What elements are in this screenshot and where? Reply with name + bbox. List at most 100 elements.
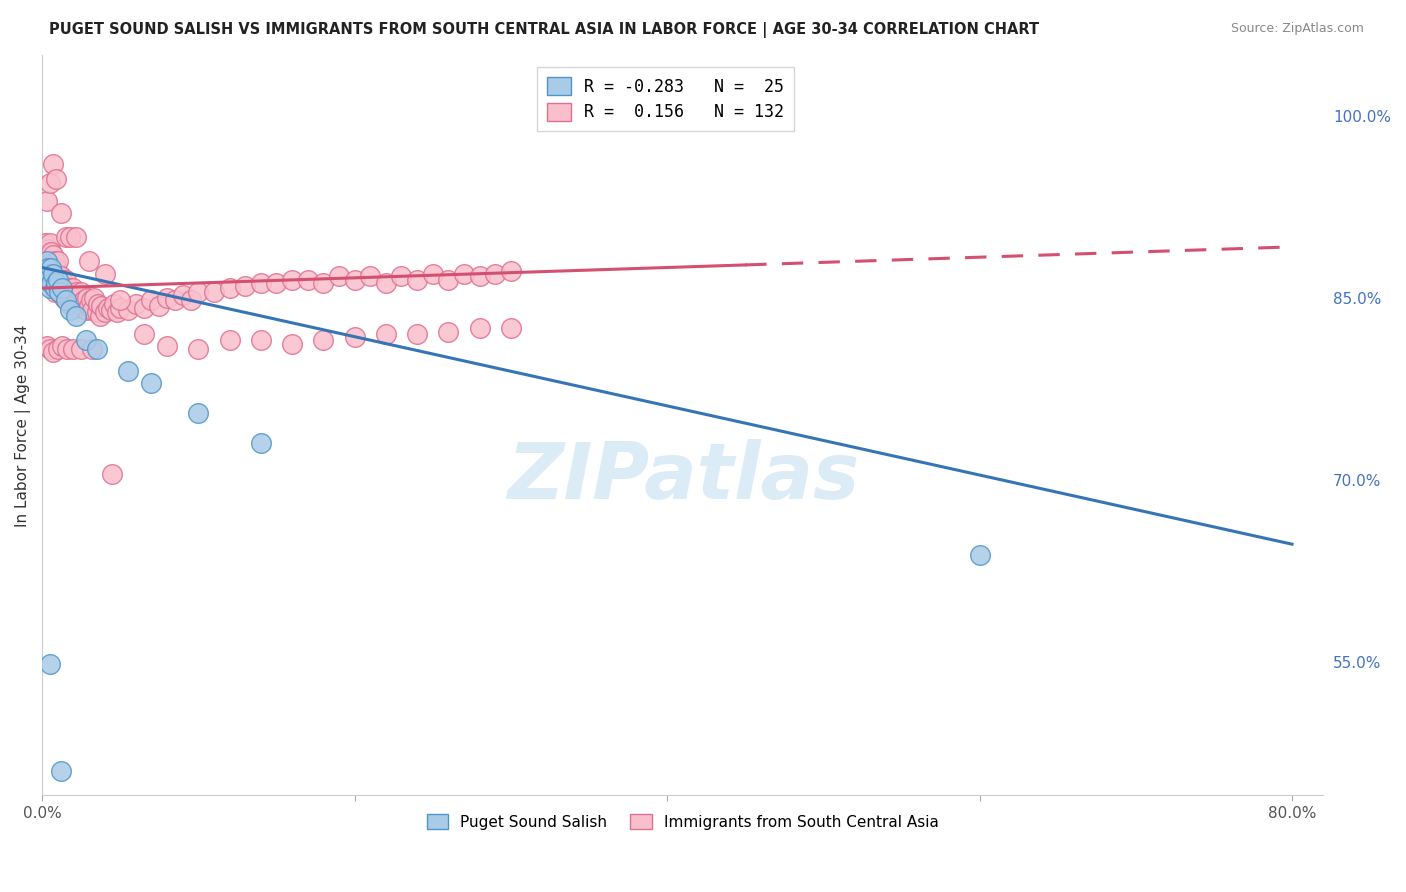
Y-axis label: In Labor Force | Age 30-34: In Labor Force | Age 30-34 xyxy=(15,324,31,526)
Point xyxy=(453,267,475,281)
Point xyxy=(468,268,491,283)
Point xyxy=(34,248,56,262)
Point xyxy=(39,244,62,259)
Point xyxy=(125,297,148,311)
Point xyxy=(77,299,100,313)
Point xyxy=(72,301,94,315)
Point xyxy=(51,285,73,299)
Point xyxy=(60,297,83,311)
Point xyxy=(468,321,491,335)
Point xyxy=(59,293,82,308)
Point xyxy=(44,285,66,299)
Point xyxy=(132,301,155,315)
Point xyxy=(45,260,67,275)
Point xyxy=(55,293,77,308)
Text: Source: ZipAtlas.com: Source: ZipAtlas.com xyxy=(1230,22,1364,36)
Point xyxy=(312,334,335,348)
Point xyxy=(56,281,79,295)
Point xyxy=(62,342,84,356)
Point xyxy=(46,273,69,287)
Point xyxy=(34,236,56,251)
Point xyxy=(437,273,460,287)
Point xyxy=(266,277,288,291)
Point xyxy=(39,267,62,281)
Point xyxy=(37,254,59,268)
Point xyxy=(48,273,70,287)
Point xyxy=(46,342,69,356)
Point xyxy=(41,244,63,259)
Point xyxy=(42,248,65,262)
Point xyxy=(75,334,97,348)
Point xyxy=(86,305,108,319)
Point xyxy=(86,342,108,356)
Point xyxy=(53,278,76,293)
Point xyxy=(97,301,120,315)
Point xyxy=(46,267,69,281)
Point xyxy=(44,254,66,268)
Point xyxy=(70,297,93,311)
Point xyxy=(202,285,225,299)
Point xyxy=(499,321,522,335)
Point xyxy=(110,301,132,315)
Point xyxy=(59,281,82,295)
Point xyxy=(49,206,72,220)
Point xyxy=(37,273,59,287)
Point xyxy=(105,305,128,319)
Point xyxy=(89,309,111,323)
Point xyxy=(35,267,58,281)
Point xyxy=(51,339,73,353)
Point xyxy=(93,305,115,319)
Legend: Puget Sound Salish, Immigrants from South Central Asia: Puget Sound Salish, Immigrants from Sout… xyxy=(420,807,945,836)
Point xyxy=(70,342,93,356)
Point xyxy=(499,264,522,278)
Point xyxy=(87,297,110,311)
Point xyxy=(37,242,59,256)
Point xyxy=(312,277,335,291)
Point xyxy=(250,277,273,291)
Point xyxy=(42,267,65,281)
Point xyxy=(35,248,58,262)
Point xyxy=(42,157,65,171)
Point xyxy=(75,303,97,318)
Point xyxy=(437,325,460,339)
Point xyxy=(187,342,209,356)
Point xyxy=(163,293,186,308)
Point xyxy=(55,230,77,244)
Point xyxy=(62,281,84,295)
Point xyxy=(42,278,65,293)
Point xyxy=(39,657,62,672)
Point xyxy=(172,288,194,302)
Point xyxy=(132,327,155,342)
Point xyxy=(39,176,62,190)
Point xyxy=(41,257,63,271)
Point xyxy=(49,281,72,295)
Point xyxy=(83,291,105,305)
Text: PUGET SOUND SALISH VS IMMIGRANTS FROM SOUTH CENTRAL ASIA IN LABOR FORCE | AGE 30: PUGET SOUND SALISH VS IMMIGRANTS FROM SO… xyxy=(49,22,1039,38)
Point xyxy=(35,260,58,275)
Point xyxy=(65,230,87,244)
Point xyxy=(46,278,69,293)
Point xyxy=(62,293,84,308)
Point xyxy=(56,342,79,356)
Point xyxy=(65,297,87,311)
Point xyxy=(374,277,396,291)
Point xyxy=(44,267,66,281)
Point xyxy=(117,303,139,318)
Text: ZIPatlas: ZIPatlas xyxy=(506,439,859,515)
Point xyxy=(37,260,59,275)
Point xyxy=(156,291,179,305)
Point xyxy=(343,273,366,287)
Point xyxy=(76,291,98,305)
Point xyxy=(484,267,506,281)
Point xyxy=(359,268,381,283)
Point xyxy=(73,293,96,308)
Point xyxy=(422,267,444,281)
Point xyxy=(58,297,80,311)
Point xyxy=(82,342,104,356)
Point xyxy=(48,285,70,299)
Point xyxy=(110,293,132,308)
Point xyxy=(141,376,163,390)
Point xyxy=(77,254,100,268)
Point xyxy=(44,281,66,295)
Point xyxy=(48,285,70,299)
